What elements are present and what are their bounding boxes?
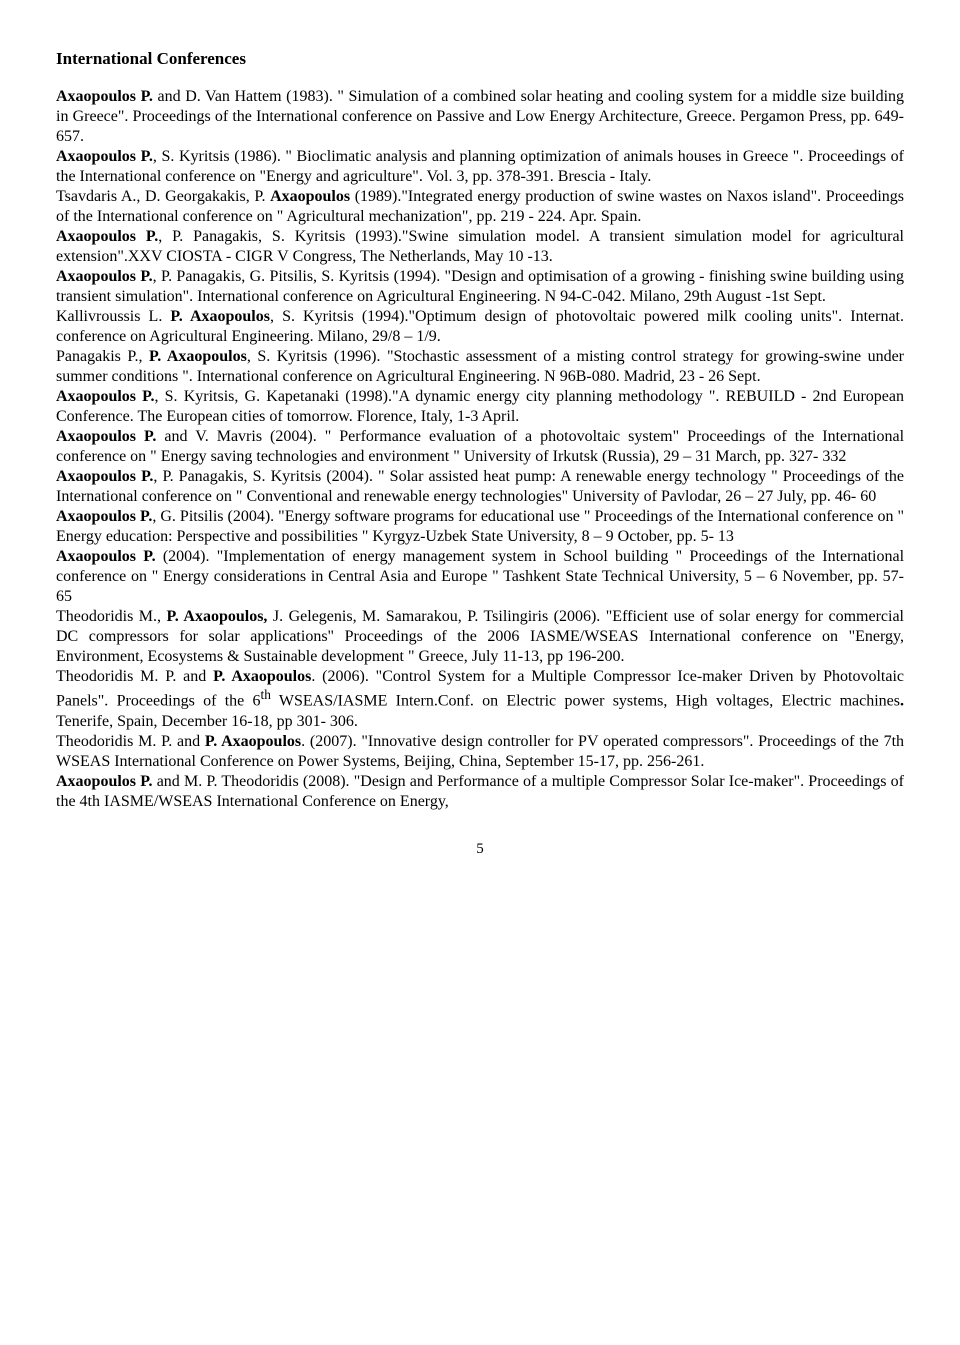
reference-entry: Axaopoulos P. (2004). "Implementation of… (56, 547, 904, 607)
reference-entry: Axaopoulos P. and M. P. Theodoridis (200… (56, 772, 904, 812)
reference-text: REBUILD (726, 388, 795, 405)
reference-entry: Axaopoulos P., P. Panagakis, G. Pitsilis… (56, 267, 904, 307)
reference-entry: Panagakis P., P. Axaopoulos, S. Kyritsis… (56, 347, 904, 387)
reference-text: Theodoridis M. P. and (56, 733, 205, 750)
reference-entry: Axaopoulos P., G. Pitsilis (2004). "Ener… (56, 507, 904, 547)
reference-text: WSEAS/IASME Intern.Conf. on Electric pow… (271, 693, 900, 710)
reference-text: th (261, 687, 271, 702)
author-bold: Axaopoulos P. (56, 773, 153, 790)
author-bold: P. Axaopoulos (170, 308, 270, 325)
reference-entry: Axaopoulos P., P. Panagakis, S. Kyritsis… (56, 227, 904, 267)
author-bold: P. Axaopoulos, (167, 608, 268, 625)
reference-list: Axaopoulos P. and D. Van Hattem (1983). … (56, 87, 904, 811)
section-heading: International Conferences (56, 48, 904, 69)
reference-entry: Axaopoulos P. and V. Mavris (2004). " Pe… (56, 427, 904, 467)
reference-entry: Theodoridis M. P. and P. Axaopoulos. (20… (56, 732, 904, 772)
author-bold: Axaopoulos P. (56, 148, 153, 165)
reference-text: XXV CIOSTA - CIGR V (128, 248, 289, 265)
author-bold: Axaopoulos (270, 188, 350, 205)
reference-text: Theodoridis M. P. and (56, 668, 213, 685)
author-bold: Axaopoulos P. (56, 88, 153, 105)
reference-text: (2004). "Implementation of energy manage… (56, 548, 904, 605)
author-bold: P. Axaopoulos (205, 733, 301, 750)
reference-entry: Theodoridis M., P. Axaopoulos, J. Gelege… (56, 607, 904, 667)
author-bold: Axaopoulos P. (56, 228, 158, 245)
author-bold: Axaopoulos P. (56, 508, 152, 525)
page-number: 5 (56, 840, 904, 859)
author-bold: Axaopoulos P. (56, 548, 156, 565)
author-bold: Axaopoulos P. (56, 268, 153, 285)
reference-entry: Tsavdaris A., D. Georgakakis, P. Axaopou… (56, 187, 904, 227)
reference-text: , S. Kyritsis (1986). " Bioclimatic anal… (56, 148, 904, 185)
reference-entry: Axaopoulos P., P. Panagakis, S. Kyritsis… (56, 467, 904, 507)
reference-text: and D. Van Hattem (1983). " Simulation o… (56, 88, 904, 145)
reference-text: and M. P. Theodoridis (2008). "Design an… (56, 773, 904, 810)
author-bold: Axaopoulos P. (56, 428, 156, 445)
reference-text: , P. Panagakis, G. Pitsilis, S. Kyritsis… (56, 268, 904, 305)
reference-text: Panagakis P., (56, 348, 149, 365)
author-bold: P. Axaopoulos (149, 348, 247, 365)
reference-text: , G. Pitsilis (2004). "Energy software p… (56, 508, 904, 545)
reference-text: and V. Mavris (2004). " Performance eval… (56, 428, 904, 465)
reference-text: , S. Kyritsis, G. Kapetanaki (1998)."A d… (155, 388, 726, 405)
author-bold: Axaopoulos P. (56, 468, 153, 485)
reference-entry: Axaopoulos P., S. Kyritsis (1986). " Bio… (56, 147, 904, 187)
reference-entry: Axaopoulos P., S. Kyritsis, G. Kapetanak… (56, 387, 904, 427)
reference-entry: Kallivroussis L. P. Axaopoulos, S. Kyrit… (56, 307, 904, 347)
reference-text: Kallivroussis L. (56, 308, 170, 325)
reference-text: Tenerife, Spain, December 16-18, pp 301-… (56, 713, 358, 730)
author-bold: Axaopoulos P. (56, 388, 155, 405)
reference-entry: Axaopoulos P. and D. Van Hattem (1983). … (56, 87, 904, 147)
reference-text: Congress, The Netherlands, May 10 -13. (289, 248, 553, 265)
reference-text: , P. Panagakis, S. Kyritsis (2004). " So… (56, 468, 904, 505)
author-bold: P. Axaopoulos (213, 668, 311, 685)
reference-text: Theodoridis M., (56, 608, 167, 625)
reference-text: Tsavdaris A., D. Georgakakis, P. (56, 188, 270, 205)
reference-entry: Theodoridis M. P. and P. Axaopoulos. (20… (56, 667, 904, 731)
author-bold: . (900, 693, 904, 710)
